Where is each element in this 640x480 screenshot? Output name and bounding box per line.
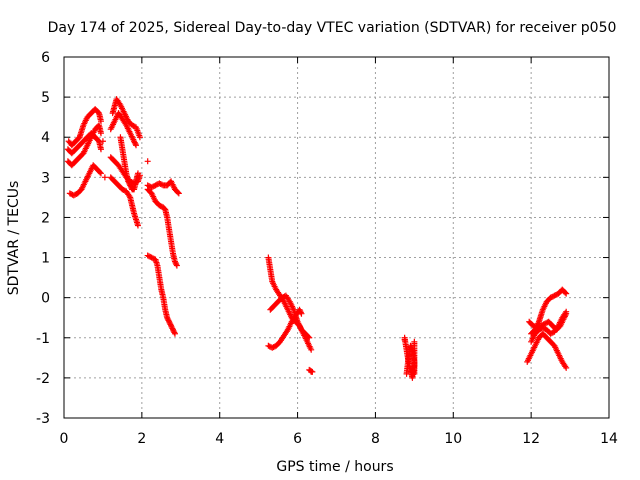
data-point bbox=[126, 181, 133, 188]
data-point bbox=[173, 261, 180, 268]
y-tick-label: 1 bbox=[41, 251, 50, 267]
x-tick-label: 2 bbox=[137, 431, 146, 447]
data-point bbox=[125, 179, 132, 186]
data-point bbox=[305, 333, 312, 340]
data-point bbox=[127, 182, 134, 189]
data-point bbox=[168, 322, 175, 329]
data-point bbox=[563, 308, 570, 315]
data-point bbox=[411, 338, 418, 345]
data-point bbox=[167, 321, 174, 328]
data-point bbox=[171, 330, 178, 337]
y-axis-tick-labels: -3 -2 -1 0 1 2 3 4 5 6 bbox=[36, 50, 50, 427]
data-point bbox=[563, 364, 570, 371]
data-point bbox=[175, 190, 182, 197]
data-point bbox=[166, 320, 173, 327]
data-point bbox=[562, 289, 569, 296]
data-point bbox=[408, 345, 415, 352]
y-tick-label: -2 bbox=[36, 371, 50, 387]
data-point bbox=[171, 258, 178, 265]
x-tick-label: 8 bbox=[371, 431, 380, 447]
data-point bbox=[297, 309, 304, 316]
data-point bbox=[411, 370, 418, 377]
data-point bbox=[296, 306, 303, 313]
x-tick-label: 0 bbox=[60, 431, 69, 447]
data-point bbox=[101, 174, 108, 181]
data-point bbox=[97, 169, 104, 176]
data-point bbox=[165, 317, 172, 324]
data-point bbox=[131, 138, 138, 145]
data-point bbox=[169, 325, 176, 332]
data-point bbox=[133, 142, 140, 149]
data-point bbox=[164, 316, 171, 323]
data-point bbox=[125, 178, 132, 185]
data-point bbox=[95, 137, 102, 144]
data-points bbox=[64, 96, 570, 381]
x-tick-label: 4 bbox=[215, 431, 224, 447]
y-axis-label: SDTVAR / TECUs bbox=[6, 181, 22, 296]
x-tick-label: 10 bbox=[444, 431, 462, 447]
data-point bbox=[306, 334, 313, 341]
data-point bbox=[298, 310, 305, 317]
data-point bbox=[164, 314, 171, 321]
grid-lines bbox=[64, 57, 609, 418]
data-point bbox=[97, 118, 104, 125]
data-point bbox=[131, 139, 138, 146]
data-point bbox=[308, 368, 315, 375]
data-point bbox=[166, 318, 173, 325]
x-axis-label: GPS time / hours bbox=[276, 459, 393, 475]
chart-title: Day 174 of 2025, Sidereal Day-to-day VTE… bbox=[48, 20, 617, 36]
data-point bbox=[161, 205, 168, 212]
data-point bbox=[134, 222, 141, 229]
plot-area-border bbox=[63, 56, 610, 419]
data-point bbox=[174, 189, 181, 196]
x-tick-label: 6 bbox=[293, 431, 302, 447]
y-tick-label: 3 bbox=[41, 170, 50, 186]
data-point bbox=[134, 170, 141, 177]
axis-ticks bbox=[63, 56, 610, 419]
data-point bbox=[401, 336, 408, 343]
data-point bbox=[563, 290, 570, 297]
y-tick-label: 6 bbox=[41, 50, 50, 66]
y-tick-label: -1 bbox=[36, 331, 50, 347]
data-point bbox=[408, 344, 415, 351]
data-point bbox=[97, 146, 104, 153]
y-tick-label: -3 bbox=[36, 411, 50, 427]
data-point bbox=[168, 324, 175, 331]
data-point bbox=[144, 158, 151, 165]
data-point bbox=[170, 328, 177, 335]
data-point bbox=[297, 308, 304, 315]
data-point bbox=[99, 138, 106, 145]
x-tick-label: 14 bbox=[600, 431, 618, 447]
y-tick-label: 0 bbox=[41, 291, 50, 307]
x-tick-label: 12 bbox=[522, 431, 540, 447]
data-point bbox=[97, 130, 104, 137]
data-point bbox=[136, 134, 143, 141]
y-tick-label: 4 bbox=[41, 130, 50, 146]
data-point bbox=[95, 109, 102, 116]
data-point bbox=[407, 342, 414, 349]
data-point bbox=[97, 170, 104, 177]
data-point bbox=[170, 326, 176, 333]
data-point bbox=[171, 329, 178, 336]
y-tick-label: 2 bbox=[41, 210, 50, 226]
data-point bbox=[308, 346, 315, 353]
x-axis-tick-labels: 0 2 4 6 8 10 12 14 bbox=[60, 431, 618, 447]
data-point bbox=[132, 140, 139, 147]
data-point bbox=[172, 259, 179, 266]
y-tick-label: 5 bbox=[41, 90, 50, 106]
data-point bbox=[173, 262, 180, 269]
